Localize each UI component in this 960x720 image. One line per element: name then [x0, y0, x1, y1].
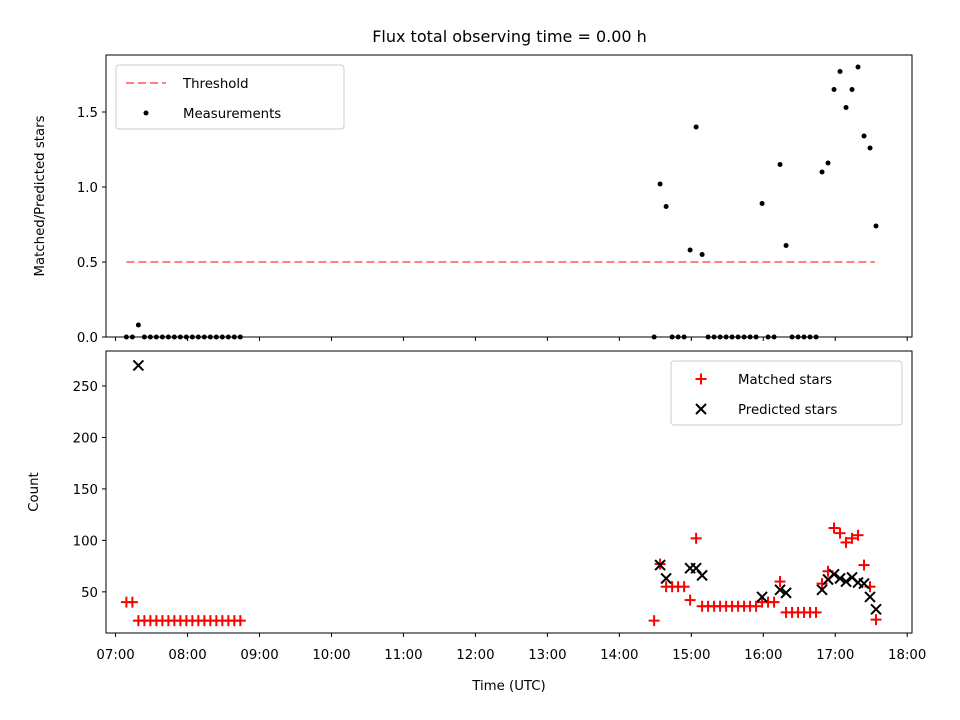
measurement-point [663, 204, 669, 209]
predicted-stars-marker [834, 572, 846, 585]
x-tick-label: 08:00 [168, 648, 206, 663]
matched-stars-marker [810, 606, 822, 618]
measurement-point [843, 105, 849, 110]
x-tick-label: 13:00 [528, 648, 566, 663]
legend-points-swatch [143, 110, 149, 116]
predicted-stars-marker [816, 584, 828, 596]
matched-stars-marker [690, 532, 702, 544]
legend-label: Matched stars [738, 373, 832, 388]
measurement-point [837, 69, 843, 74]
measurement-point [825, 160, 831, 166]
matched-stars-marker [678, 581, 690, 593]
y-tick-label: 0.0 [77, 331, 98, 346]
matched-stars-marker [648, 615, 660, 627]
measurement-point [867, 145, 873, 151]
matched-stars-marker [870, 614, 882, 626]
legend-label: Measurements [183, 107, 281, 122]
predicted-stars-marker [654, 559, 666, 571]
x-tick-label: 11:00 [384, 648, 422, 663]
x-tick-label: 14:00 [600, 648, 638, 663]
predicted-stars-marker [864, 591, 876, 603]
matched-stars-marker [750, 600, 762, 612]
measurement-point [855, 64, 861, 70]
matched-stars-marker [774, 576, 786, 588]
matched-stars-marker [768, 596, 780, 608]
x-tick-label: 07:00 [96, 648, 134, 663]
y-tick-label: 1.5 [77, 106, 98, 121]
y-tick-label: 0.5 [77, 256, 98, 271]
predicted-stars-marker [858, 577, 870, 590]
matched-stars-marker [828, 522, 840, 534]
legend-box [670, 360, 903, 426]
x-tick-label: 15:00 [672, 648, 710, 663]
bottom-y-ticks: 50 100 150 200 250 [73, 380, 106, 601]
x-tick-label: 16:00 [744, 648, 782, 663]
measurement-point [693, 124, 699, 130]
x-tick-label: 17:00 [816, 648, 854, 663]
legend-label: Threshold [182, 77, 249, 92]
y-tick-label: 150 [73, 483, 98, 498]
predicted-stars-marker [774, 584, 786, 596]
legend-cross-swatch [695, 403, 707, 415]
legend-label: Predicted stars [738, 403, 837, 418]
x-tick-label: 09:00 [240, 648, 278, 663]
top-plot-frame [105, 54, 913, 338]
predicted-stars-marker [132, 359, 145, 372]
measurement-point [861, 133, 867, 139]
x-tick-label: 10:00 [312, 648, 350, 663]
predicted-stars-marker [756, 591, 768, 603]
predicted-stars-marker [696, 569, 708, 582]
matched-stars-marker [846, 532, 858, 544]
y-tick-label: 50 [81, 586, 98, 601]
bottom-panel: Count Time (UTC) 50 100 150 200 250 07:00 08:… [27, 350, 926, 694]
x-axis-label: Time (UTC) [471, 679, 546, 694]
predicted-stars-marker [828, 568, 840, 581]
matched-stars-marker [816, 578, 828, 590]
chart-title: Flux total observing time = 0.00 h [372, 27, 647, 46]
bottom-plot-marks [120, 359, 882, 627]
bottom-x-ticks: 07:00 08:00 09:00 10:00 11:00 12:00 13:00 14:00… [96, 633, 926, 663]
matched-stars-marker [126, 596, 138, 608]
predicted-stars-marker [660, 572, 672, 585]
measurement-point [759, 201, 765, 206]
matched-stars-marker [840, 536, 852, 548]
bottom-legend: Matched stars Predicted stars [670, 360, 903, 426]
matched-stars-marker [234, 615, 246, 627]
y-tick-label: 1.0 [77, 181, 98, 196]
measurement-point [657, 181, 663, 187]
legend-plus-swatch [695, 373, 707, 385]
bottom-plot-frame [105, 350, 913, 634]
y-tick-label: 250 [73, 380, 98, 395]
measurement-point [699, 252, 705, 257]
legend-box [115, 64, 345, 130]
matched-stars-marker [834, 527, 846, 539]
measurement-point [873, 223, 879, 229]
measurement-point [819, 169, 825, 175]
y-tick-label: 100 [73, 534, 98, 549]
measurement-point [783, 243, 789, 248]
matched-stars-marker [858, 559, 870, 571]
matched-stars-marker [852, 529, 864, 541]
measurement-point [831, 87, 837, 92]
x-tick-label: 18:00 [888, 648, 926, 663]
measurement-point [777, 162, 783, 167]
x-tick-label: 12:00 [456, 648, 494, 663]
predicted-stars-marker [780, 587, 792, 599]
y-tick-label: 200 [73, 431, 98, 446]
measurement-point [687, 247, 693, 253]
predicted-stars-marker [840, 575, 852, 588]
top-y-ticks: 0.0 0.5 1.0 1.5 [77, 106, 106, 346]
matched-stars-marker [684, 594, 696, 606]
bottom-y-axis-label: Count [27, 472, 42, 512]
measurement-point [135, 322, 141, 328]
top-panel: Matched/Predicted stars 0.0 0.5 1.0 1.5 Thr… [33, 54, 913, 346]
predicted-stars-marker [870, 603, 882, 616]
top-legend: Threshold Measurements [115, 64, 345, 130]
measurement-point [849, 87, 855, 92]
top-y-axis-label: Matched/Predicted stars [33, 115, 48, 276]
